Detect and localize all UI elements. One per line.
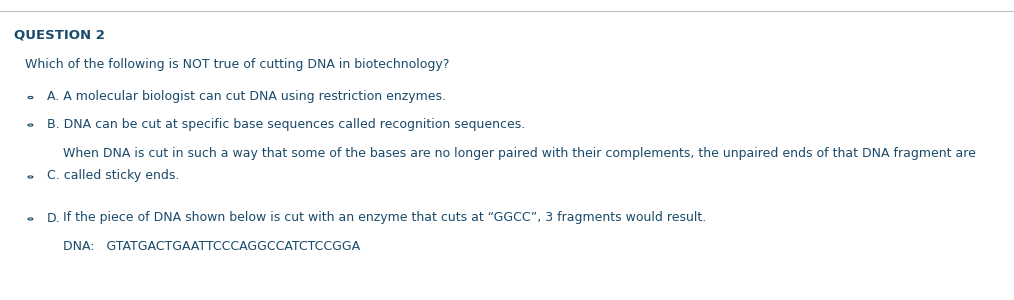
Text: C. called sticky ends.: C. called sticky ends. xyxy=(47,169,179,182)
Text: When DNA is cut in such a way that some of the bases are no longer paired with t: When DNA is cut in such a way that some … xyxy=(63,147,975,160)
Text: Which of the following is NOT true of cutting DNA in biotechnology?: Which of the following is NOT true of cu… xyxy=(25,58,450,70)
Text: D.: D. xyxy=(47,212,60,224)
Text: If the piece of DNA shown below is cut with an enzyme that cuts at “GGCC”, 3 fra: If the piece of DNA shown below is cut w… xyxy=(63,212,706,224)
Text: DNA:   GTATGACTGAATTCCCAGGCCATCTCCGGA: DNA: GTATGACTGAATTCCCAGGCCATCTCCGGA xyxy=(63,240,360,253)
Text: QUESTION 2: QUESTION 2 xyxy=(14,28,105,41)
Text: A. A molecular biologist can cut DNA using restriction enzymes.: A. A molecular biologist can cut DNA usi… xyxy=(47,90,445,103)
Text: B. DNA can be cut at specific base sequences called recognition sequences.: B. DNA can be cut at specific base seque… xyxy=(47,118,525,130)
